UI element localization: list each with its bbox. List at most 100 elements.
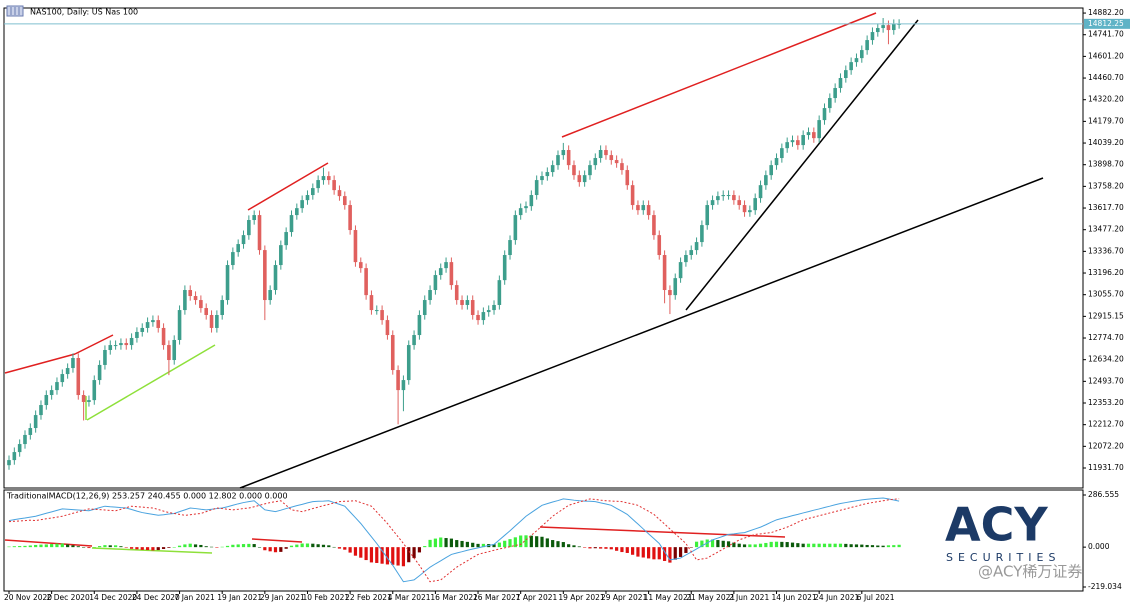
y-tick-label: 12493.70 bbox=[1088, 376, 1124, 385]
candle-body bbox=[561, 150, 566, 156]
candle-body bbox=[401, 380, 406, 391]
candle-body bbox=[161, 327, 166, 346]
candle-body bbox=[534, 180, 539, 196]
candle-body bbox=[225, 265, 230, 301]
histogram-bar bbox=[662, 547, 667, 561]
histogram-bar bbox=[657, 547, 661, 560]
candle-body bbox=[204, 308, 209, 315]
histogram-bar bbox=[545, 538, 549, 548]
histogram-bar bbox=[865, 544, 869, 548]
candle-body bbox=[81, 395, 86, 402]
logo: ACY SECURITIES @ACY稀万证券 bbox=[945, 498, 1082, 581]
histogram-bar bbox=[82, 547, 86, 548]
trend-line bbox=[4, 353, 76, 374]
candle-body bbox=[124, 343, 129, 346]
candle-body bbox=[652, 215, 656, 236]
candle-body bbox=[513, 215, 518, 241]
candle-body bbox=[630, 185, 635, 206]
histogram-bar bbox=[625, 547, 629, 553]
y-tick-label: 14882.20 bbox=[1088, 8, 1124, 17]
candle-body bbox=[742, 205, 747, 213]
histogram-bar bbox=[780, 541, 784, 548]
histogram-bar bbox=[710, 539, 715, 548]
candle-body bbox=[193, 296, 198, 301]
histogram-bar bbox=[497, 542, 501, 548]
histogram-bar bbox=[225, 545, 230, 548]
y-tick-label: 14320.20 bbox=[1088, 95, 1124, 104]
candle-body bbox=[529, 195, 534, 207]
y-tick-label: -219.034 bbox=[1088, 582, 1122, 591]
histogram-bar bbox=[833, 543, 837, 548]
histogram-bar bbox=[561, 542, 565, 548]
logo-brand: ACY bbox=[945, 498, 1048, 552]
histogram-bar bbox=[161, 547, 166, 549]
histogram-bar bbox=[551, 540, 555, 548]
histogram-bar bbox=[407, 547, 411, 563]
histogram-bar bbox=[652, 547, 656, 560]
histogram-bar bbox=[678, 547, 683, 557]
candle-body bbox=[502, 255, 507, 281]
y-tick-label: 12212.70 bbox=[1088, 420, 1124, 429]
x-tick-label: 29 Jan 2021 bbox=[260, 593, 305, 602]
candle-body bbox=[705, 205, 710, 226]
x-tick-label: 19 Jan 2021 bbox=[217, 593, 262, 602]
histogram-bar bbox=[167, 547, 171, 548]
histogram-bar bbox=[844, 543, 848, 548]
candle-body bbox=[828, 98, 832, 109]
candle-body bbox=[316, 180, 320, 189]
x-tick-label: 22 Feb 2021 bbox=[345, 593, 392, 602]
candle-body bbox=[390, 335, 395, 371]
histogram-bar bbox=[412, 547, 416, 559]
histogram-bar bbox=[700, 540, 704, 548]
candle-body bbox=[860, 50, 864, 59]
candle-body bbox=[790, 140, 795, 143]
candle-body bbox=[710, 200, 715, 206]
histogram-bar bbox=[588, 547, 592, 549]
candle-body bbox=[369, 295, 374, 311]
candle-body bbox=[694, 242, 699, 251]
histogram-bar bbox=[188, 543, 192, 548]
histogram-bar bbox=[401, 547, 406, 567]
histogram-bar bbox=[39, 544, 43, 548]
histogram-bar bbox=[460, 540, 464, 548]
histogram-bar bbox=[774, 541, 779, 548]
histogram-bar bbox=[18, 546, 22, 548]
candle-body bbox=[662, 255, 667, 291]
histogram-bar bbox=[135, 547, 139, 550]
candle-body bbox=[700, 225, 704, 243]
histogram-bar bbox=[268, 547, 272, 552]
y-tick-label: 13196.20 bbox=[1088, 268, 1124, 277]
candle-body bbox=[593, 158, 598, 166]
histogram-bar bbox=[604, 547, 608, 549]
histogram-bar bbox=[764, 542, 768, 548]
candle-body bbox=[646, 205, 651, 216]
histogram-bar bbox=[732, 542, 736, 548]
y-tick-label: 14601.20 bbox=[1088, 51, 1124, 60]
histogram-bar bbox=[71, 545, 75, 548]
histogram-bar bbox=[492, 544, 496, 548]
histogram-bar bbox=[369, 547, 374, 563]
y-tick-label: 14179.70 bbox=[1088, 116, 1124, 125]
histogram-bar bbox=[524, 535, 528, 548]
histogram-bar bbox=[348, 547, 352, 553]
histogram-bar bbox=[577, 546, 581, 548]
y-tick-label: 12915.15 bbox=[1088, 311, 1124, 320]
histogram-bar bbox=[790, 542, 795, 548]
histogram-bar bbox=[631, 547, 635, 555]
candle-body bbox=[273, 265, 278, 291]
histogram-bar bbox=[535, 536, 539, 548]
candle-body bbox=[849, 62, 853, 71]
candle-body bbox=[774, 158, 779, 166]
candle-body bbox=[284, 232, 288, 246]
candle-body bbox=[497, 280, 502, 305]
histogram-bar bbox=[156, 547, 160, 551]
candle-body bbox=[12, 452, 17, 461]
histogram-bar bbox=[252, 544, 256, 548]
histogram-bar bbox=[481, 543, 485, 548]
x-tick-label: 7 Jan 2021 bbox=[175, 593, 215, 602]
x-tick-label: 16 Mar 2021 bbox=[430, 593, 478, 602]
trend-line bbox=[561, 12, 877, 138]
macd-line bbox=[8, 497, 900, 583]
